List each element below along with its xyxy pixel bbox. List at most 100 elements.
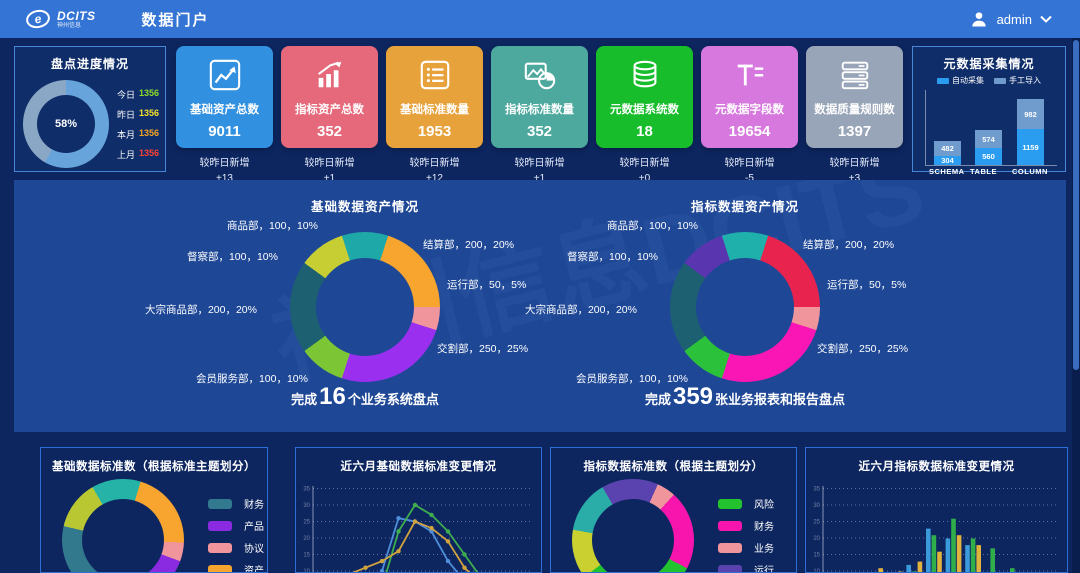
legend-swatch — [208, 564, 232, 572]
image-pie-icon — [524, 62, 555, 90]
manual-segment: 982 — [1017, 99, 1044, 129]
legend-item: 产品 — [208, 518, 264, 533]
kpi-card-title: 指标标准数量 — [505, 104, 574, 116]
indicator-donut-label-1: 结算部，200，20% — [803, 239, 895, 251]
basic-donut-label-6: 督察部，100，10% — [186, 251, 278, 263]
kpi-card-3[interactable]: 指标标准数量 352 — [491, 46, 588, 148]
legend-label: 协议 — [244, 544, 264, 555]
legend-label: 产品 — [244, 522, 264, 533]
basic-assets-donut — [290, 232, 440, 382]
top-navbar: e DCITS 神州信息 数据门户 admin — [0, 0, 1080, 38]
category-label: TABLE — [970, 167, 997, 176]
kpi-card-value: 1397 — [837, 123, 872, 140]
scrollbar-thumb[interactable] — [1073, 40, 1079, 370]
kpi-card-4[interactable]: 元数据系统数 18 — [596, 46, 693, 148]
kpi-card-value: 19654 — [728, 123, 771, 140]
svg-text:30: 30 — [303, 503, 310, 509]
basic-assets-chart-title: 基础数据资产情况 — [310, 200, 419, 214]
stacked-bar-column: 982 1159 — [1017, 99, 1044, 165]
indicator-assets-chart-title: 指标数据资产情况 — [690, 200, 799, 214]
manual-segment: 482 — [934, 141, 961, 156]
svg-text:15: 15 — [813, 553, 820, 559]
legend-item: 自动采集 — [937, 75, 984, 86]
kpi-card-title: 元数据系统数 — [610, 104, 679, 116]
basic-donut-label-2: 运行部，50，5% — [447, 279, 527, 291]
kpi-card-5[interactable]: 元数据字段数 19654 — [701, 46, 798, 148]
brand-name: DCITS — [57, 8, 96, 23]
kpi-card-column: 元数据字段数 19654 较昨日新增 -5 — [701, 46, 798, 186]
kpi-card-6[interactable]: 数据质量规则数 1397 — [806, 46, 903, 148]
inventory-progress-panel: 盘点进度情况 58% 今日 1356 昨日 1356 本月 1356 上月 1356 — [14, 46, 166, 172]
progress-stat-row: 本月 1356 — [117, 128, 159, 141]
metadata-collection-panel: 元数据采集情况 自动采集 手工导入 482 304 574 560 982 1159 SCH… — [912, 46, 1066, 176]
indicator-donut-label-4: 会员服务部，100，10% — [575, 373, 688, 385]
indicator-donut-label-0: 商品部，100，10% — [606, 220, 698, 232]
kpi-card-1[interactable]: 指标资产总数 352 — [281, 46, 378, 148]
list-icon — [420, 60, 449, 90]
bar-growth-icon — [317, 61, 341, 88]
caption-prefix: 完成 — [644, 392, 671, 407]
legend-item: 业务 — [718, 540, 774, 555]
svg-text:35: 35 — [303, 487, 310, 493]
kpi-card-column: 指标标准数量 352 较昨日新增 +1 — [491, 46, 588, 186]
legend-swatch — [994, 77, 1006, 84]
legend-swatch — [718, 498, 742, 509]
kpi-card-0[interactable]: 基础资产总数 9011 — [176, 46, 273, 148]
legend-swatch — [718, 542, 742, 553]
indicator-donut-label-2: 运行部，50，5% — [827, 279, 907, 291]
legend-label: 资产 — [244, 566, 264, 573]
svg-text:30: 30 — [813, 503, 820, 509]
legend-swatch — [718, 564, 742, 572]
kpi-card-title: 数据质量规则数 — [814, 104, 895, 116]
indicator-donut-label-3: 交割部，250，25% — [817, 343, 909, 355]
legend-item: 风险 — [718, 496, 774, 511]
legend-item: 财务 — [718, 518, 774, 533]
legend-label: 业务 — [754, 544, 774, 555]
page-title: 数据门户 — [141, 11, 210, 29]
legend-item: 运行 — [718, 562, 774, 572]
indicator-assets-caption: 完成359 张业务报表和报告盘点 — [545, 383, 945, 411]
basic-donut-label-1: 结算部，200，20% — [423, 239, 515, 251]
caption-suffix: 张业务报表和报告盘点 — [715, 392, 846, 407]
indicator-standards-bar-title: 近六月指标数据标准变更情况 — [858, 461, 1015, 473]
stacked-bar-table: 574 560 — [975, 130, 1002, 165]
kpi-card-column: 数据质量规则数 1397 较昨日新增 +3 — [806, 46, 903, 186]
progress-stat-row: 昨日 1356 — [117, 108, 159, 121]
user-icon — [971, 12, 986, 27]
svg-text:10: 10 — [303, 569, 310, 573]
kpi-card-delta: 较昨日新增 +13 — [199, 158, 250, 184]
progress-stat-row: 今日 1356 — [117, 88, 159, 101]
category-label: SCHEMA — [929, 167, 965, 176]
basic-donut-label-0: 商品部，100，10% — [226, 220, 318, 232]
metadata-legend: 自动采集 手工导入 — [913, 75, 1065, 86]
theme-donut-legend: 财务产品协议资产员工 — [208, 496, 264, 573]
svg-text:20: 20 — [303, 536, 310, 542]
svg-text:10: 10 — [813, 569, 820, 573]
auto-segment: 560 — [975, 148, 1002, 165]
legend-swatch — [208, 498, 232, 509]
indicator-standards-donut-title: 指标数据标准数（根据主题划分） — [583, 461, 764, 473]
legend-swatch — [718, 520, 742, 531]
indicator-donut-label-6: 督察部，100，10% — [566, 251, 658, 263]
chevron-down-icon — [1040, 15, 1052, 23]
dcits-swirl-icon: e — [24, 7, 52, 31]
kpi-card-delta: 较昨日新增 +1 — [304, 158, 355, 184]
legend-label: 财务 — [754, 522, 774, 533]
kpi-card-2[interactable]: 基础标准数量 1953 — [386, 46, 483, 148]
kpi-card-delta: 较昨日新增 +0 — [619, 158, 670, 184]
kpi-card-delta: 较昨日新增 +12 — [409, 158, 460, 184]
manual-segment: 574 — [975, 130, 1002, 148]
kpi-card-delta: 较昨日新增 +3 — [829, 158, 880, 184]
legend-item: 手工导入 — [994, 75, 1041, 86]
data-assets-panel: 神州信息DCITS 基础数据资产情况 指标数据资产情况 完成16 个业务系统盘点 … — [14, 180, 1066, 432]
user-name: admin — [996, 11, 1032, 27]
theme-donut-chart — [572, 479, 694, 572]
basic-donut-label-5: 大宗商品部，200，20% — [144, 304, 257, 316]
metadata-collection-title: 元数据采集情况 — [943, 57, 1035, 71]
stat-value: 1356 — [138, 147, 159, 158]
caption-suffix: 个业务系统盘点 — [347, 392, 439, 407]
progress-stat-row: 上月 1356 — [117, 148, 159, 161]
user-menu[interactable]: admin — [969, 9, 1052, 29]
caption-number: 16 — [319, 383, 346, 410]
